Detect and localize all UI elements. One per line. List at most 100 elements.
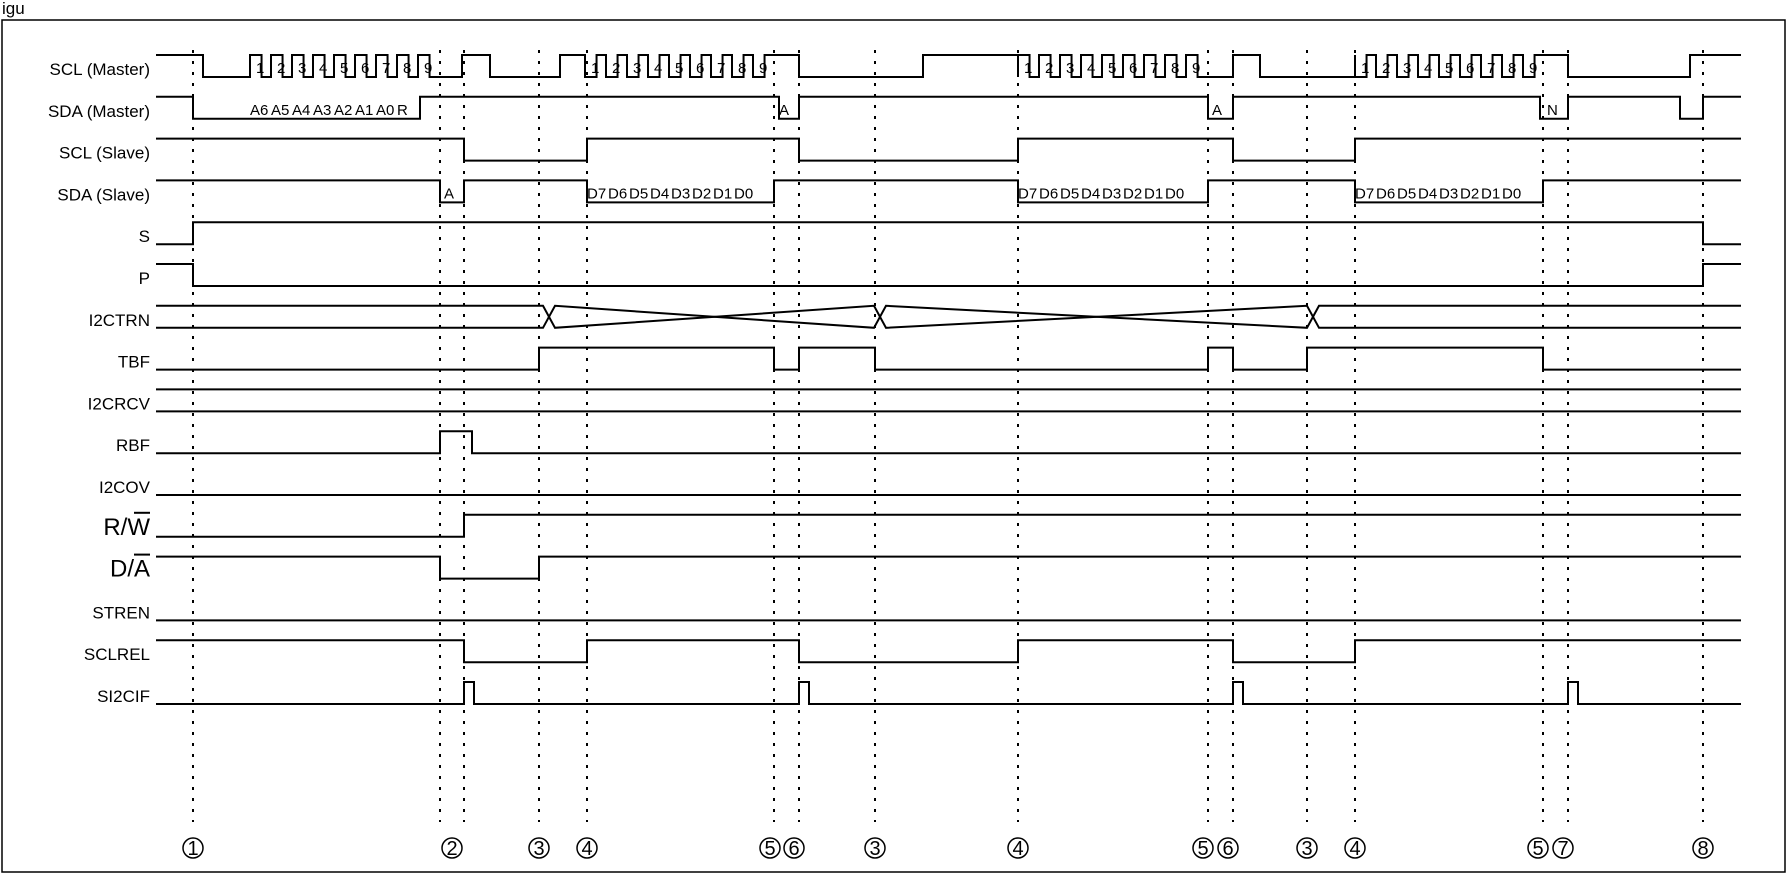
step-marker-number: 3 [533, 838, 544, 860]
clock-number: 5 [340, 60, 348, 77]
step-marker-number: 3 [1301, 838, 1312, 860]
data-bit: D2 [1460, 185, 1479, 202]
wave-r-w [156, 513, 1741, 538]
signal-label-p: P [139, 269, 150, 288]
step-marker-number: 5 [1532, 838, 1543, 860]
clock-number: 6 [1129, 60, 1137, 77]
signal-label-i2crcv: I2CRCV [88, 394, 151, 413]
step-marker: 5 [1192, 837, 1214, 860]
address-bit: A3 [313, 102, 331, 119]
wave-rbf [156, 430, 1741, 455]
clock-number: 9 [1529, 60, 1537, 77]
step-marker-circle [441, 837, 463, 859]
data-bit: D0 [1502, 185, 1521, 202]
step-marker-circle [1692, 837, 1714, 859]
clock-number: 1 [256, 60, 264, 77]
clock-number: 6 [361, 60, 369, 77]
step-marker: 5 [759, 837, 781, 860]
step-marker-circle [1296, 837, 1318, 859]
step-marker-number: 5 [1197, 838, 1208, 860]
data-bit: D5 [1397, 185, 1416, 202]
data-bit: D6 [608, 185, 627, 202]
data-bit: D6 [1376, 185, 1395, 202]
step-marker-number: 6 [1222, 838, 1233, 860]
data-bit: D1 [713, 185, 732, 202]
wave-tbf [156, 346, 1741, 371]
address-bit: R [397, 102, 408, 119]
step-marker: 2 [441, 837, 463, 860]
clock-number: 1 [1361, 60, 1369, 77]
step-marker-circle [1344, 837, 1366, 859]
clock-number: 2 [1382, 60, 1390, 77]
clock-number: 9 [424, 60, 432, 77]
signal-label-i2ctrn: I2CTRN [89, 311, 150, 330]
nack-label: N [1547, 102, 1558, 119]
step-marker: 1 [182, 837, 204, 860]
data-bit: D2 [692, 185, 711, 202]
data-bit: D5 [629, 185, 648, 202]
step-marker-circle [1552, 837, 1574, 859]
step-marker-number: 4 [1349, 838, 1360, 860]
clock-number: 3 [633, 60, 641, 77]
data-bit: D3 [1439, 185, 1458, 202]
signal-label-stren: STREN [92, 603, 150, 622]
signal-label-si2cif: SI2CIF [97, 687, 150, 706]
step-marker: 4 [576, 837, 598, 860]
wave-scl-slave [156, 137, 1741, 162]
step-marker-circle [182, 837, 204, 859]
step-marker-circle [528, 837, 550, 859]
step-marker-circle [576, 837, 598, 859]
signal-label-s: S [139, 227, 150, 246]
data-bit: D3 [671, 185, 690, 202]
data-bit: D3 [1102, 185, 1121, 202]
step-marker-number: 4 [1012, 838, 1023, 860]
clock-number: 4 [654, 60, 662, 77]
step-marker-number: 7 [1557, 838, 1568, 860]
step-marker-circle [783, 837, 805, 859]
wave-sclrel [156, 639, 1741, 664]
step-marker-circle [1007, 837, 1029, 859]
data-bit: D4 [1081, 185, 1100, 202]
ack-label: A [444, 185, 454, 202]
wave-sda-master [156, 95, 1741, 120]
step-marker-circle [1192, 837, 1214, 859]
clock-number: 9 [759, 60, 767, 77]
clock-number: 4 [319, 60, 327, 77]
signal-label-scl-slave: SCL (Slave) [59, 144, 150, 163]
signal-label-i2cov: I2COV [99, 478, 151, 497]
clock-number: 1 [1024, 60, 1032, 77]
clock-number: 7 [1487, 60, 1495, 77]
wave-sda-slave [156, 179, 1741, 204]
clock-number: 5 [1108, 60, 1116, 77]
data-bit: D7 [1018, 185, 1037, 202]
data-bit: D4 [1418, 185, 1437, 202]
step-marker-circle [759, 837, 781, 859]
step-marker-number: 5 [764, 838, 775, 860]
clock-number: 7 [717, 60, 725, 77]
signal-label-sclrel: SCLREL [84, 645, 150, 664]
step-marker-circle [1217, 837, 1239, 859]
step-marker: 4 [1344, 837, 1366, 860]
step-marker: 8 [1692, 837, 1714, 860]
clock-number: 7 [382, 60, 390, 77]
data-bit: D1 [1481, 185, 1500, 202]
clock-number: 1 [591, 60, 599, 77]
step-marker: 7 [1552, 837, 1574, 860]
data-bit: D0 [734, 185, 753, 202]
step-marker-number: 2 [446, 838, 457, 860]
signal-label-rbf: RBF [116, 436, 150, 455]
clock-number: 8 [1171, 60, 1179, 77]
step-marker: 6 [1217, 837, 1239, 860]
data-bit: D0 [1165, 185, 1184, 202]
clock-number: 3 [1403, 60, 1411, 77]
step-marker: 5 [1527, 837, 1549, 860]
address-bit: A5 [271, 102, 289, 119]
data-bit: D2 [1123, 185, 1142, 202]
address-bit: A0 [376, 102, 394, 119]
clock-number: 4 [1424, 60, 1432, 77]
step-marker-number: 1 [187, 838, 198, 860]
clock-number: 8 [403, 60, 411, 77]
data-bit: D4 [650, 185, 669, 202]
wave-si2cif [156, 681, 1741, 705]
step-marker-number: 6 [788, 838, 799, 860]
